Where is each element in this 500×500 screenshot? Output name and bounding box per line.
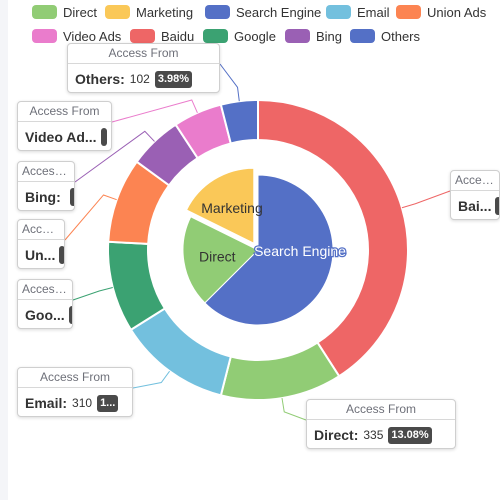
callout-value: 335 (363, 428, 384, 442)
legend-label: Others (381, 28, 421, 44)
legend-swatch (205, 5, 230, 19)
callout-baidu: Acces... Bai... (450, 170, 500, 220)
callout-body: Goo... (18, 300, 72, 328)
legend-label: Marketing (136, 4, 194, 20)
leader-line-direct (281, 397, 307, 421)
callout-percent-badge (68, 306, 72, 324)
callout-header: Access From (18, 368, 132, 388)
callout-percent-badge (59, 246, 64, 264)
legend-item-marketing[interactable]: Marketing (105, 4, 193, 20)
legend-item-email[interactable]: Email (326, 4, 390, 20)
legend-swatch (32, 29, 57, 43)
legend-item-union-ads[interactable]: Union Ads (396, 4, 486, 20)
callout-percent-badge (495, 197, 499, 215)
callout-percent-badge: 1... (97, 394, 119, 412)
leader-line-others (219, 63, 240, 102)
callout-others: Access From Others:102 3.98% (67, 43, 220, 93)
inner-slice-label: Search Engine (254, 243, 346, 259)
legend-label: Video Ads (63, 28, 122, 44)
legend-item-video-ads[interactable]: Video Ads (32, 28, 121, 44)
callout-header: Access From (18, 102, 111, 122)
left-gutter (0, 0, 8, 500)
legend-item-direct[interactable]: Direct (32, 4, 97, 20)
legend-item-google[interactable]: Google (203, 28, 276, 44)
callout-percent-badge: 3.98% (154, 70, 193, 88)
callout-name: Goo... (25, 307, 65, 323)
legend-item-others[interactable]: Others (350, 28, 420, 44)
inner-slice-marketing[interactable] (185, 167, 255, 245)
callout-name: Un... (25, 247, 56, 263)
callout-body: Direct:335 13.08% (307, 420, 455, 448)
callout-percent-badge (69, 188, 74, 206)
legend-swatch (285, 29, 310, 43)
callout-name: Direct (314, 427, 354, 443)
outer-slice-others[interactable] (219, 98, 259, 145)
outer-slice-baidu[interactable] (257, 98, 409, 378)
leader-line-email (132, 370, 170, 389)
callout-body: Un... (18, 240, 64, 268)
callout-header: Acces... (451, 171, 499, 191)
callout-name: Bing (25, 189, 57, 205)
legend-swatch (396, 5, 421, 19)
legend-swatch (105, 5, 130, 19)
chart-legend: Direct Marketing Search Engine Email Union A… (0, 0, 500, 50)
leader-line-baidu (401, 190, 451, 209)
callout-value: 310 (72, 396, 93, 410)
callout-body: Bing: (18, 182, 74, 210)
callout-percent-badge: 13.08% (388, 426, 432, 444)
legend-label: Google (234, 28, 276, 44)
callout-body: Others:102 3.98% (68, 64, 219, 92)
callout-body: Bai... (451, 191, 499, 219)
inner-slice-search-engine[interactable] (204, 174, 334, 326)
legend-label: Search Engine (236, 4, 322, 20)
leader-line-union-ads (64, 194, 117, 241)
callout-video-ads: Access From Video Ad... (17, 101, 112, 151)
callout-header: Acces... (18, 220, 64, 240)
legend-label: Union Ads (427, 4, 487, 20)
legend-swatch (203, 29, 228, 43)
inner-slice-label: Direct (199, 249, 236, 265)
legend-label: Direct (63, 4, 97, 20)
legend-item-bing[interactable]: Bing (285, 28, 342, 44)
callout-header: Access ... (18, 280, 72, 300)
callout-header: Access From (307, 400, 455, 420)
callout-colon: : (353, 427, 359, 443)
legend-label: Baidu (161, 28, 195, 44)
callout-value: 102 (129, 72, 150, 86)
legend-label: Email (357, 4, 390, 20)
callout-name: Bai... (458, 198, 492, 214)
callout-colon: : (56, 189, 61, 205)
callout-union-ads: Acces... Un... (17, 219, 65, 269)
callout-name: Email (25, 395, 63, 411)
callout-name: Video Ad... (25, 129, 97, 145)
legend-label: Bing (316, 28, 343, 44)
callout-bing: Access ... Bing: (17, 161, 75, 211)
outer-slice-direct[interactable] (219, 341, 341, 401)
inner-slice-direct[interactable] (182, 216, 259, 304)
callout-name: Others (75, 71, 121, 87)
leader-line-google (72, 287, 113, 301)
leader-line-bing (74, 130, 155, 183)
callout-google: Access ... Goo... (17, 279, 73, 329)
legend-swatch (326, 5, 351, 19)
callout-percent-badge (100, 128, 107, 146)
callout-colon: : (120, 71, 125, 87)
callout-body: Email:310 1... (18, 388, 132, 416)
legend-item-baidu[interactable]: Baidu (130, 28, 194, 44)
callout-header: Access ... (18, 162, 74, 182)
inner-slice-label: Marketing (201, 200, 262, 216)
legend-item-search-engine[interactable]: Search Engine (205, 4, 321, 20)
callout-email: Access From Email:310 1... (17, 367, 133, 417)
legend-swatch (32, 5, 57, 19)
legend-swatch (350, 29, 375, 43)
callout-direct: Access From Direct:335 13.08% (306, 399, 456, 449)
callout-header: Access From (68, 44, 219, 64)
callout-body: Video Ad... (18, 122, 111, 150)
callout-colon: : (62, 395, 68, 411)
legend-swatch (130, 29, 155, 43)
leader-line-video-ads (111, 99, 198, 123)
